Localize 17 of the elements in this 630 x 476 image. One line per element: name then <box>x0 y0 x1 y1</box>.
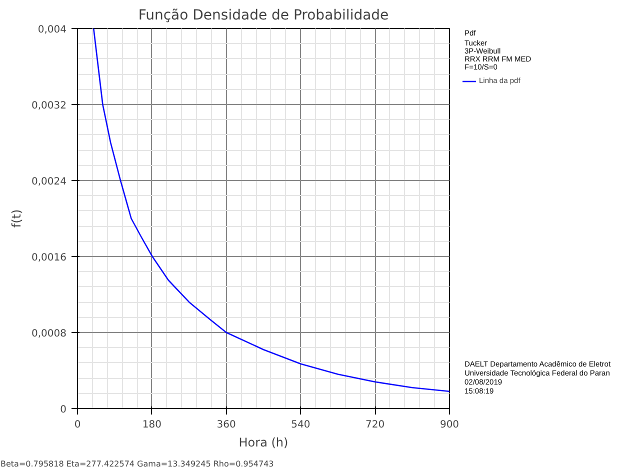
x-tick-label: 360 <box>216 420 236 430</box>
chart-title: Função Densidade de Probabilidade <box>138 8 389 24</box>
text: Beta=0.795818 Eta=277.422574 Gama=13.349245 Rho=0.954743 <box>0 460 274 468</box>
x-axis-title: Hora (h) <box>238 436 288 450</box>
y-tick-label: 0 <box>60 404 67 416</box>
y-tick-label: 0,0016 <box>32 252 67 264</box>
x-tick-label: 180 <box>142 420 162 430</box>
line-series <box>92 28 450 392</box>
x-tick-label: 0 <box>74 420 81 430</box>
y-tick-label: 0,004 <box>38 24 67 36</box>
x-tick-label: 720 <box>366 420 385 430</box>
y-tick-label: 0,0024 <box>32 176 67 188</box>
y-tick-label: 0,0008 <box>32 328 67 340</box>
y-tick-label: 0,0032 <box>32 100 67 112</box>
x-tick-label: 540 <box>291 420 310 430</box>
y-axis-title: f(t) <box>10 209 24 228</box>
x-tick-label: 900 <box>440 420 460 430</box>
